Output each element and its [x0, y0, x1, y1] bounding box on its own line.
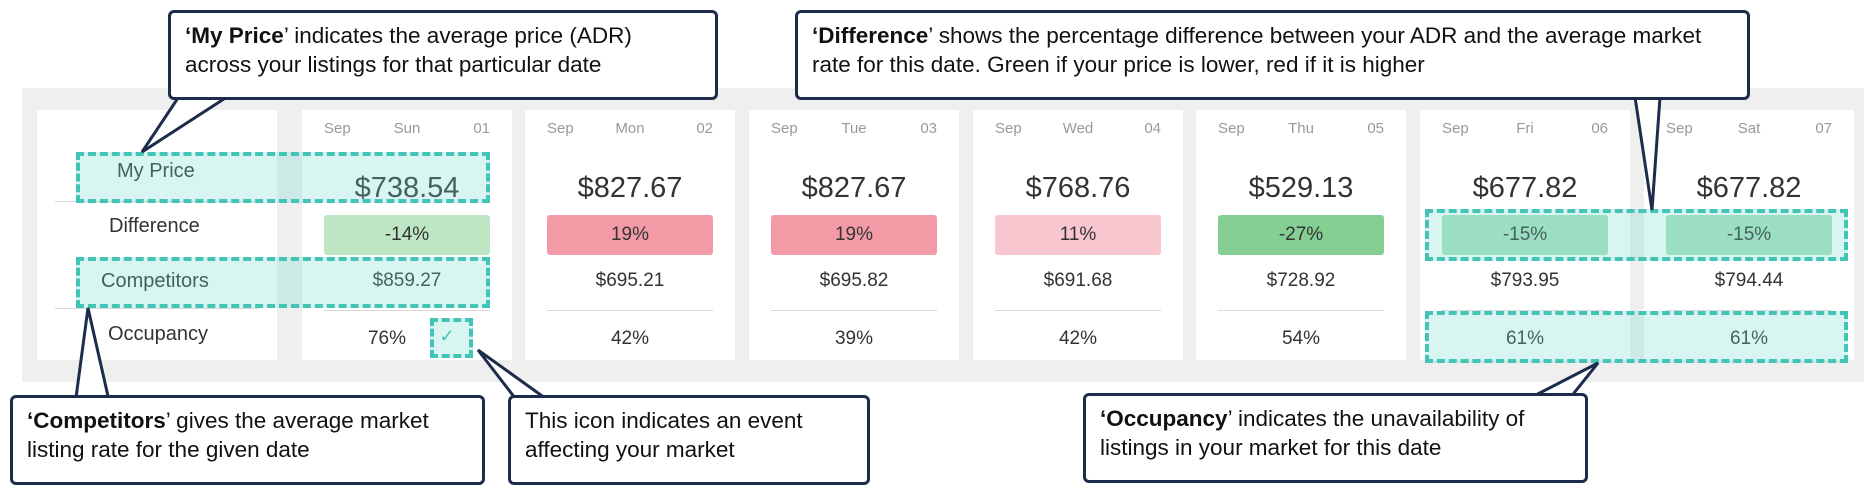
divider: [995, 310, 1161, 311]
my-price-value: $827.67: [577, 172, 683, 204]
competitors-value: $859.27: [372, 270, 442, 291]
difference-badge: -27%: [1218, 215, 1384, 255]
day-month: Sep: [547, 120, 574, 137]
competitors-value: $695.21: [595, 270, 665, 291]
day-header: Sep Sat 07: [1644, 120, 1854, 140]
my-price-value: $768.76: [1025, 172, 1131, 204]
day-weekday: Tue: [841, 120, 867, 137]
day-header: Sep Thu 05: [1196, 120, 1406, 140]
day-header: Sep Wed 04: [973, 120, 1183, 140]
day-weekday: Sun: [393, 120, 421, 137]
day-month: Sep: [771, 120, 798, 137]
difference-badge: 11%: [995, 215, 1161, 255]
highlight-my-price: [76, 152, 490, 203]
pointer-my-price: [140, 93, 236, 154]
day-weekday: Thu: [1288, 120, 1314, 137]
highlight-occupancy: [1425, 311, 1848, 363]
divider: [547, 310, 713, 311]
occupancy-value: 76%: [367, 328, 407, 349]
highlight-difference: [1425, 209, 1848, 261]
day-weekday: Wed: [1062, 120, 1094, 137]
occupancy-value: 54%: [1281, 328, 1321, 349]
day-date: 03: [920, 120, 937, 137]
day-header: Sep Tue 03: [749, 120, 959, 140]
check-icon[interactable]: ✓: [439, 326, 455, 346]
callout-competitors: ‘Competitors’ gives the average market l…: [10, 395, 485, 485]
day-card[interactable]: Sep Thu 05 $529.13 -27% $728.92 54%: [1196, 110, 1406, 360]
day-weekday: Fri: [1516, 120, 1534, 137]
divider: [1442, 310, 1608, 311]
day-card[interactable]: Sep Fri 06 $677.82 -15% $793.95 61%: [1420, 110, 1630, 360]
day-date: 06: [1591, 120, 1608, 137]
day-card[interactable]: Sep Mon 02 $827.67 19% $695.21 42%: [525, 110, 735, 360]
difference-badge: -15%: [1666, 215, 1832, 255]
day-date: 05: [1367, 120, 1384, 137]
callout-occupancy: ‘Occupancy’ indicates the unavailability…: [1083, 393, 1588, 483]
pointer-event: [476, 348, 550, 400]
competitors-value: $695.82: [819, 270, 889, 291]
difference-badge: 19%: [771, 215, 937, 255]
day-card[interactable]: Sep Wed 04 $768.76 11% $691.68 42%: [973, 110, 1183, 360]
callout-event-icon: This icon indicates an event affecting y…: [508, 395, 870, 485]
day-month: Sep: [1218, 120, 1245, 137]
my-price-value: $529.13: [1248, 172, 1354, 204]
occupancy-value: 42%: [610, 328, 650, 349]
divider: [1666, 310, 1832, 311]
occupancy-value: 61%: [1505, 328, 1545, 349]
occupancy-value: 42%: [1058, 328, 1098, 349]
my-price-value: $677.82: [1696, 172, 1802, 204]
day-month: Sep: [995, 120, 1022, 137]
day-month: Sep: [1442, 120, 1469, 137]
highlight-event-icon: [430, 318, 473, 358]
row-label-competitors: Competitors: [101, 270, 209, 292]
day-card[interactable]: Sep Sun 01 $738.54 -14% $859.27 76% ✓: [302, 110, 512, 360]
day-card[interactable]: Sep Tue 03 $827.67 19% $695.82 39%: [749, 110, 959, 360]
day-header: Sep Sun 01: [302, 120, 512, 140]
day-card[interactable]: Sep Sat 07 $677.82 -15% $794.44 61%: [1644, 110, 1854, 360]
competitors-value: $793.95: [1490, 270, 1560, 291]
callout-my-price: ‘My Price’ indicates the average price (…: [168, 10, 718, 100]
day-month: Sep: [324, 120, 351, 137]
highlight-competitors: [76, 257, 490, 308]
occupancy-value: 61%: [1729, 328, 1769, 349]
day-date: 04: [1144, 120, 1161, 137]
day-date: 02: [696, 120, 713, 137]
divider: [771, 310, 937, 311]
difference-badge: -15%: [1442, 215, 1608, 255]
difference-badge: 19%: [547, 215, 713, 255]
my-price-value: $827.67: [801, 172, 907, 204]
competitors-value: $728.92: [1266, 270, 1336, 291]
divider: [324, 310, 490, 311]
row-labels-card: My Price Difference Competitors Occupanc…: [37, 110, 277, 360]
competitors-value: $691.68: [1043, 270, 1113, 291]
day-weekday: Mon: [615, 120, 645, 137]
day-header: Sep Mon 02: [525, 120, 735, 140]
day-weekday: Sat: [1737, 120, 1761, 137]
day-date: 01: [473, 120, 490, 137]
day-month: Sep: [1666, 120, 1693, 137]
day-date: 07: [1815, 120, 1832, 137]
callout-difference: ‘Difference’ shows the percentage differ…: [795, 10, 1750, 100]
row-label-my-price: My Price: [117, 160, 195, 182]
my-price-value: $738.54: [354, 172, 460, 204]
pointer-difference: [1633, 95, 1662, 211]
my-price-value: $677.82: [1472, 172, 1578, 204]
divider: [55, 308, 259, 309]
day-header: Sep Fri 06: [1420, 120, 1630, 140]
difference-badge: -14%: [324, 215, 490, 255]
row-label-occupancy: Occupancy: [108, 323, 209, 345]
competitors-value: $794.44: [1714, 270, 1784, 291]
occupancy-value: 39%: [834, 328, 874, 349]
pointer-competitors: [73, 307, 112, 407]
divider: [1218, 310, 1384, 311]
row-label-difference: Difference: [109, 215, 200, 237]
